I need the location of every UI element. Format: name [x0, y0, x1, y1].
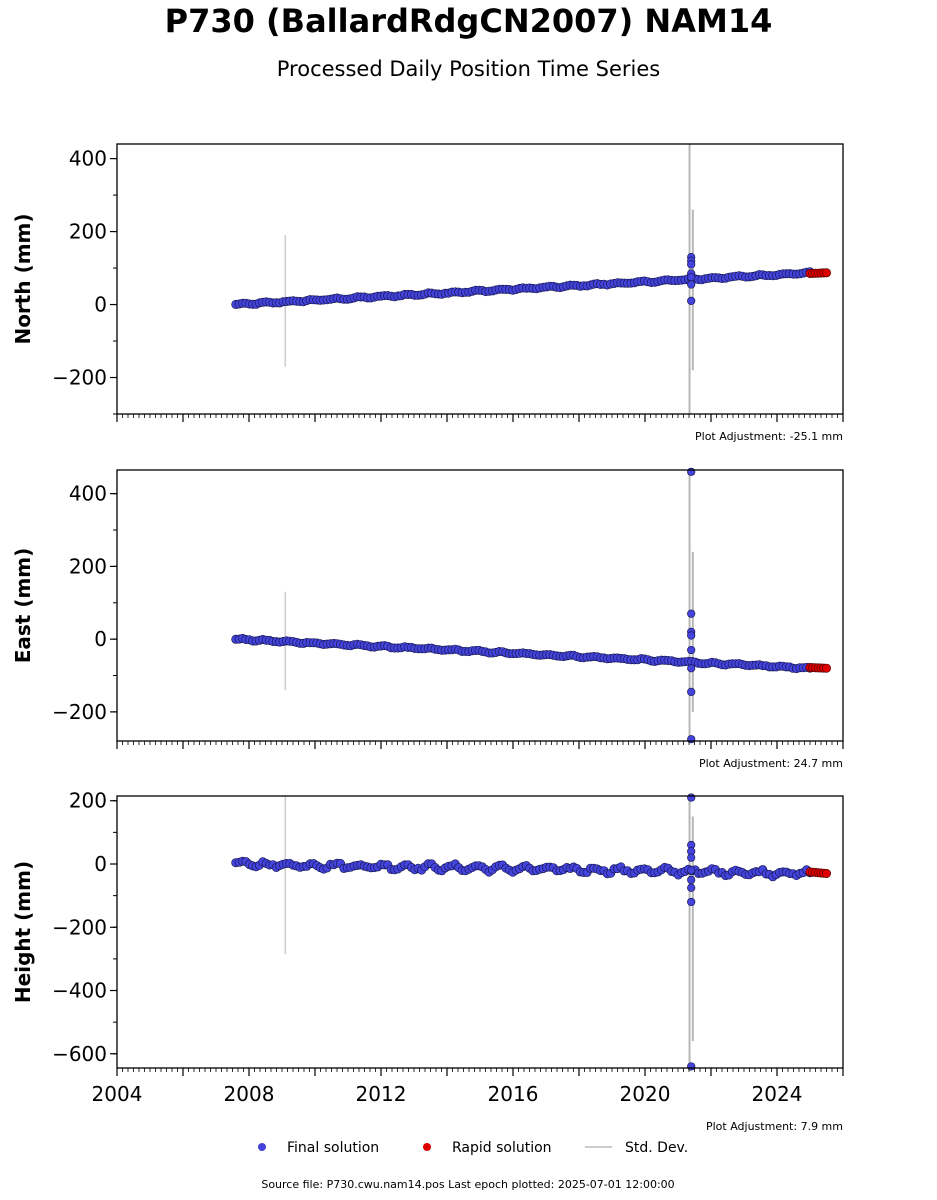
- height-xtick-label: 2012: [356, 1082, 407, 1106]
- height-xtick-label: 2004: [92, 1082, 143, 1106]
- east-ytick-label: 0: [94, 627, 107, 651]
- east-ytick-label: −200: [52, 700, 107, 724]
- height-ytick-label: 0: [94, 852, 107, 876]
- height-outlier-point: [687, 793, 696, 802]
- height-ytick-label: −400: [52, 979, 107, 1003]
- source-footer: Source file: P730.cwu.nam14.pos Last epo…: [261, 1178, 674, 1191]
- chart-subtitle: Processed Daily Position Time Series: [276, 57, 661, 81]
- north-outlier-point: [687, 273, 696, 282]
- north-panel: 400 200 0 −200 North (mm) Plot Adjustment: -2…: [11, 143, 844, 443]
- north-ytick-label: 0: [94, 293, 107, 317]
- north-plot-adjustment: Plot Adjustment: -25.1 mm: [695, 430, 843, 443]
- east-rapid-point: [821, 663, 831, 673]
- legend-final-label: Final solution: [287, 1140, 379, 1156]
- east-outlier-point: [687, 664, 696, 673]
- height-outlier-point: [687, 897, 696, 907]
- legend-rapid-label: Rapid solution: [452, 1140, 552, 1156]
- height-outlier-point: [687, 853, 696, 862]
- height-plot-adjustment: Plot Adjustment: 7.9 mm: [706, 1120, 843, 1133]
- east-ytick-label: 200: [69, 554, 107, 578]
- east-outlier-point: [687, 735, 696, 744]
- east-outlier-point: [687, 631, 696, 640]
- east-outlier-point: [687, 609, 696, 618]
- legend: Final solution Rapid solution Std. Dev.: [258, 1140, 688, 1156]
- north-ylabel: North (mm): [11, 213, 35, 344]
- north-ytick-label: −200: [52, 366, 107, 390]
- east-axes-frame: [116, 469, 844, 742]
- north-rapid-point: [821, 268, 831, 278]
- height-rapid-point: [821, 868, 831, 878]
- height-ylabel: Height (mm): [11, 861, 35, 1003]
- east-panel: 400 200 0 −200 East (mm) Plot Adjustment: 24.…: [11, 467, 844, 770]
- east-outlier-point: [687, 467, 696, 476]
- height-axes-frame: [116, 795, 844, 1069]
- east-ylabel: East (mm): [11, 548, 35, 664]
- legend-final-marker: [258, 1143, 266, 1151]
- north-outlier-point: [687, 280, 696, 289]
- height-xtick-label: 2016: [488, 1082, 539, 1106]
- east-ytick-label: 400: [69, 482, 107, 506]
- legend-stddev-label: Std. Dev.: [625, 1140, 688, 1156]
- north-ytick-label: 400: [69, 147, 107, 171]
- height-xtick-label: 2024: [752, 1082, 803, 1106]
- height-outlier-point: [687, 875, 696, 884]
- east-outlier-point: [687, 645, 696, 655]
- height-outlier-point: [687, 883, 696, 892]
- height-outlier-point: [687, 1062, 696, 1071]
- east-plot-adjustment: Plot Adjustment: 24.7 mm: [699, 757, 843, 770]
- east-outlier-point: [687, 687, 696, 696]
- north-ytick-label: 200: [69, 220, 107, 244]
- height-ytick-label: −200: [52, 915, 107, 939]
- chart-title: P730 (BallardRdgCN2007) NAM14: [164, 2, 773, 40]
- north-outlier-point: [687, 260, 696, 269]
- height-xtick-label: 2008: [224, 1082, 275, 1106]
- height-outlier-point: [687, 866, 696, 875]
- height-ytick-label: −600: [52, 1042, 107, 1066]
- height-panel: 200 0 −200 −400 −600 2004 2008 2012 2016 2020 2024…: [11, 789, 844, 1133]
- height-xtick-label: 2020: [620, 1082, 671, 1106]
- legend-rapid-marker: [423, 1143, 431, 1151]
- height-ytick-label: 200: [69, 789, 107, 813]
- north-outlier-point: [687, 296, 696, 305]
